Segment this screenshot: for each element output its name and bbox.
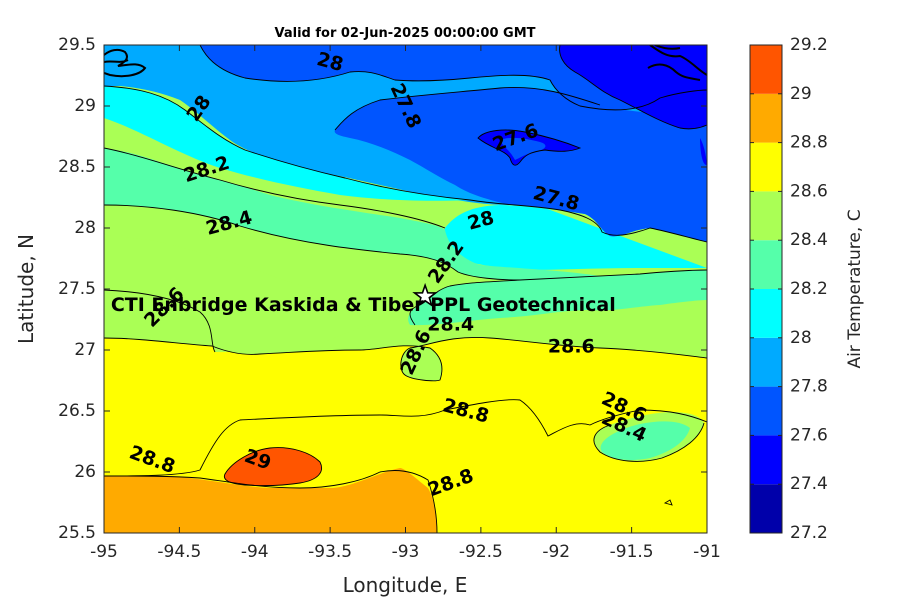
contour-line xyxy=(663,499,673,506)
contour-line xyxy=(104,399,707,477)
contour-line xyxy=(104,469,438,533)
coastline-segment xyxy=(647,63,701,81)
colorbar-tick-label: 28.6 xyxy=(790,181,828,201)
contour-line xyxy=(104,289,216,353)
coastline-segment xyxy=(104,48,147,78)
colorbar-swatch xyxy=(750,191,782,241)
x-tick-label: -93.5 xyxy=(308,542,352,562)
colorbar-swatch xyxy=(750,337,782,387)
band-29 xyxy=(104,468,437,533)
colorbar-swatch xyxy=(750,45,782,94)
x-tick-label: -92 xyxy=(542,542,570,562)
band-28b xyxy=(104,86,470,201)
band-29-warm xyxy=(224,447,322,486)
y-tick-label: 27.5 xyxy=(58,279,96,299)
y-tick-label: 26 xyxy=(74,462,96,482)
contour-line xyxy=(104,85,707,243)
band-27-6b xyxy=(700,138,707,166)
contour-line xyxy=(593,422,705,462)
colorbar-swatch xyxy=(750,240,782,289)
contour-line xyxy=(104,337,707,382)
colorbar-swatch xyxy=(750,386,782,436)
band-27-6 xyxy=(559,45,707,129)
y-tick-label: 25.5 xyxy=(58,523,96,543)
y-tick-label: 28 xyxy=(74,218,96,238)
x-tick-label: -92.5 xyxy=(459,542,503,562)
contour-label: 28.6 xyxy=(548,335,595,357)
coastline-segment xyxy=(654,45,681,50)
colorbar-swatch xyxy=(750,435,782,485)
contour-line xyxy=(477,129,582,166)
y-tick-label: 29 xyxy=(74,96,96,116)
x-tick-label: -91.5 xyxy=(610,542,654,562)
band-27-8b xyxy=(334,87,707,243)
contour-line xyxy=(334,87,601,131)
x-tick-label: -95 xyxy=(90,542,118,562)
y-tick-label: 26.5 xyxy=(58,401,96,421)
x-axis-label: Longitude, E xyxy=(343,573,468,597)
y-tick-label: 27 xyxy=(74,340,96,360)
colorbar-swatch xyxy=(750,484,782,533)
colorbar-tick-label: 27.6 xyxy=(790,425,828,445)
coastline-segment xyxy=(104,59,129,63)
band-28-2-east xyxy=(600,421,690,460)
y-axis: 25.5 26 26.5 27 27.5 28 28.5 29 29.5 xyxy=(58,35,707,543)
colorbar: 27.2 27.4 27.6 27.8 28 28.2 28.4 28.6 28.8 29 29.2 xyxy=(749,35,828,543)
x-tick-label: -94 xyxy=(241,542,269,562)
band-27-4b xyxy=(500,137,546,160)
band-28-2b xyxy=(104,148,600,280)
plot-area xyxy=(104,45,707,533)
colorbar-tick-label: 29 xyxy=(790,84,812,104)
x-tick-label: -93 xyxy=(392,542,420,562)
colorbar-swatch xyxy=(750,142,782,192)
colorbar-tick-label: 28.4 xyxy=(790,230,828,250)
star-icon xyxy=(412,282,438,308)
site-annotation: CTI Enbridge Kaskida & Tiber PPL Geotech… xyxy=(111,294,616,316)
contour-line xyxy=(199,45,707,111)
colorbar-tick-label: 28.2 xyxy=(790,279,828,299)
colorbar-tick-label: 27.2 xyxy=(790,523,828,543)
site-marker xyxy=(412,282,438,308)
contour-fill-bands xyxy=(104,45,707,533)
colorbar-swatch xyxy=(750,289,782,338)
chart-title: Valid for 02-Jun-2025 00:00:00 GMT xyxy=(275,26,536,41)
contour-line xyxy=(559,45,707,130)
colorbar-swatch xyxy=(750,93,782,143)
contour-line xyxy=(223,447,322,487)
x-tick-label: -94.5 xyxy=(157,542,201,562)
colorbar-tick-label: 27.4 xyxy=(790,474,828,494)
contour-line xyxy=(104,204,521,281)
coastline-segment xyxy=(649,45,707,76)
y-axis-label: Latitude, N xyxy=(14,234,38,344)
x-tick-label: -91 xyxy=(693,542,721,562)
x-axis: -95 -94.5 -94 -93.5 -93 -92.5 -92 -91.5 -91 xyxy=(90,45,721,562)
colorbar-tick-label: 29.2 xyxy=(790,35,828,55)
colorbar-tick-label: 28.8 xyxy=(790,133,828,153)
colorbar-tick-label: 28 xyxy=(790,328,812,348)
coastline xyxy=(104,45,707,81)
band-28-4b xyxy=(104,235,420,352)
contour-label: 28.4 xyxy=(427,313,474,335)
colorbar-label: Air Temperature, C xyxy=(845,209,865,368)
colorbar-tick-label: 27.8 xyxy=(790,377,828,397)
contour-line xyxy=(104,147,446,229)
y-tick-label: 28.5 xyxy=(58,157,96,177)
band-28-4 xyxy=(104,45,707,326)
y-tick-label: 29.5 xyxy=(58,35,96,55)
band-27-2 xyxy=(640,45,707,80)
